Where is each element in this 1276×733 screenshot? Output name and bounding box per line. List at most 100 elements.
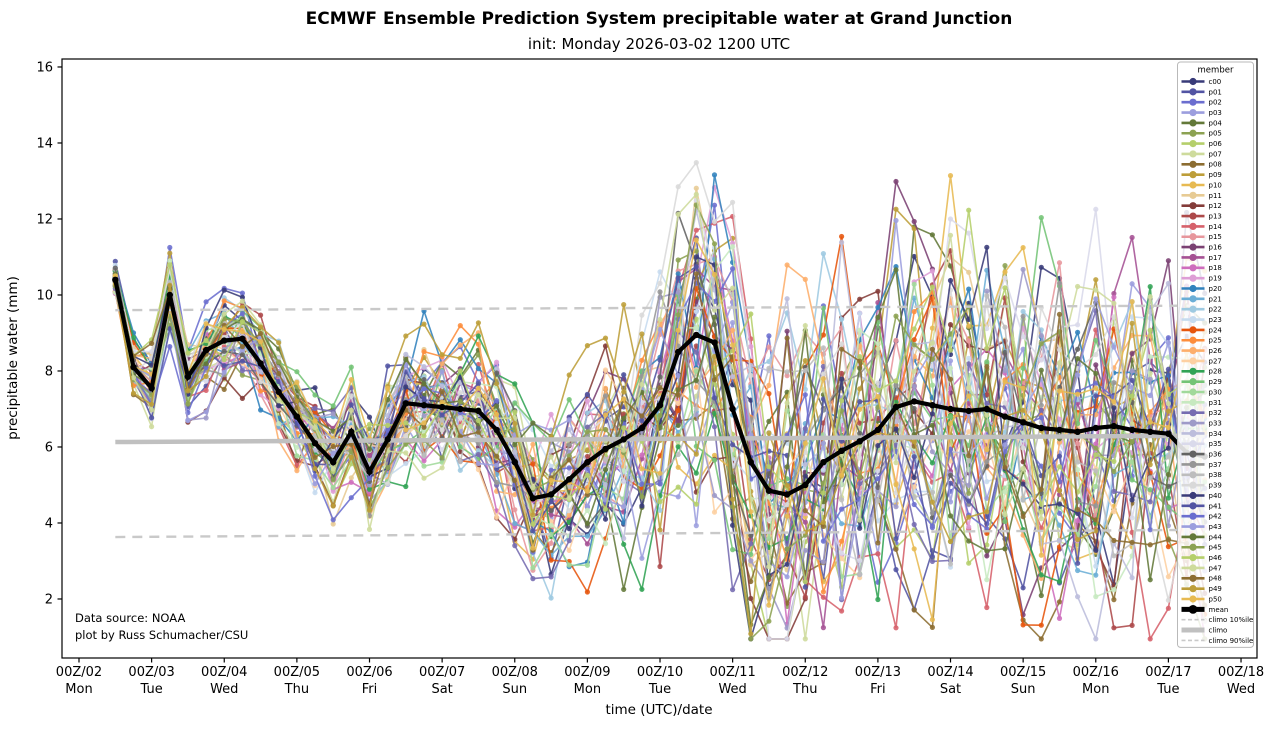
legend-marker-p12 <box>1189 202 1197 210</box>
annotation-credit: plot by Russ Schumacher/CSU <box>75 628 248 642</box>
legend-label-p17: p17 <box>1209 254 1222 262</box>
x-tick-label-weekday: Wed <box>210 682 238 697</box>
legend-label-p34: p34 <box>1209 430 1223 438</box>
x-tick-label-utc: 00Z/16 <box>1073 665 1119 680</box>
legend-label-p01: p01 <box>1209 88 1222 96</box>
legend-label-p15: p15 <box>1209 233 1222 241</box>
legend-marker-p47 <box>1189 564 1197 572</box>
legend-marker-p02 <box>1189 98 1197 106</box>
legend-marker-p06 <box>1189 140 1197 148</box>
x-tick-label-utc: 00Z/13 <box>855 665 901 680</box>
legend-marker-p50 <box>1189 595 1197 603</box>
legend-marker-p03 <box>1189 108 1197 117</box>
legend-label-p41: p41 <box>1209 502 1222 510</box>
y-tick-label: 2 <box>45 592 53 607</box>
legend-label-p29: p29 <box>1209 378 1222 386</box>
legend-label-p06: p06 <box>1209 140 1223 148</box>
x-tick-label-weekday: Sat <box>431 682 452 697</box>
legend-label-p05: p05 <box>1209 130 1222 138</box>
x-tick-label-weekday: Mon <box>574 682 601 697</box>
legend-marker-p33 <box>1189 419 1197 427</box>
legend-label-p43: p43 <box>1209 523 1222 531</box>
member-markers-p21 <box>112 256 1208 578</box>
legend-label-p31: p31 <box>1209 399 1222 407</box>
legend-label-p33: p33 <box>1209 419 1222 427</box>
legend-label-p10: p10 <box>1209 181 1222 189</box>
x-tick-label-utc: 00Z/17 <box>1145 665 1191 680</box>
legend-label-p45: p45 <box>1209 544 1222 552</box>
x-tick-label-weekday: Thu <box>284 682 309 697</box>
y-tick-label: 10 <box>36 288 53 303</box>
legend-label-p03: p03 <box>1209 109 1222 117</box>
legend-marker-p38 <box>1189 471 1197 479</box>
legend-label-p20: p20 <box>1209 285 1222 293</box>
legend-label-p48: p48 <box>1209 575 1222 583</box>
y-tick-label: 6 <box>45 440 53 455</box>
legend-marker-p24 <box>1189 326 1197 334</box>
legend-label-p14: p14 <box>1209 223 1223 231</box>
climo-10th-percentile-line <box>115 528 1205 539</box>
x-tick-label-weekday: Mon <box>65 682 92 697</box>
legend-label-p39: p39 <box>1209 482 1222 490</box>
legend-label-climo 90%ile: climo 90%ile <box>1209 637 1254 645</box>
chart-subtitle: init: Monday 2026-03-02 1200 UTC <box>528 35 790 53</box>
legend-marker-p01 <box>1189 88 1197 96</box>
legend-marker-p28 <box>1189 367 1197 375</box>
legend-label-p19: p19 <box>1209 275 1222 283</box>
legend-label-p25: p25 <box>1209 337 1222 345</box>
legend-marker-p42 <box>1189 512 1197 520</box>
legend-title: member <box>1198 66 1234 76</box>
legend-label-climo: climo <box>1209 626 1228 634</box>
legend-marker-p29 <box>1189 378 1197 386</box>
legend-marker-p11 <box>1189 191 1197 199</box>
legend-label-p44: p44 <box>1209 533 1223 541</box>
legend-label-p35: p35 <box>1209 440 1222 448</box>
axes-frame-and-ticks: 00Z/02 Mon 00Z/03 Tue 00Z/04 Wed 00Z/05 Thu 00Z/… <box>36 58 1264 697</box>
legend-marker-p17 <box>1189 253 1197 262</box>
legend-label-p30: p30 <box>1209 388 1222 396</box>
legend-marker-p07 <box>1189 150 1197 158</box>
legend-marker-p15 <box>1189 233 1197 241</box>
legend-marker-p40 <box>1189 491 1197 500</box>
legend-marker-p25 <box>1189 336 1197 344</box>
x-tick-label-utc: 00Z/08 <box>492 665 538 680</box>
legend-label-p37: p37 <box>1209 461 1222 469</box>
y-tick-label: 16 <box>36 60 53 75</box>
x-tick-label-utc: 00Z/11 <box>709 665 755 680</box>
x-tick-label-weekday: Tue <box>140 682 163 697</box>
x-tick-label-weekday: Tue <box>1156 682 1179 697</box>
legend-label-p36: p36 <box>1209 451 1223 459</box>
legend-marker-p22 <box>1189 305 1197 313</box>
x-tick-label-utc: 00Z/07 <box>419 665 465 680</box>
legend-label-p38: p38 <box>1209 471 1222 479</box>
legend-label-p13: p13 <box>1209 212 1222 220</box>
x-tick-label-weekday: Thu <box>792 682 817 697</box>
x-tick-label-utc: 00Z/03 <box>128 665 174 680</box>
legend-marker-p16 <box>1189 243 1197 251</box>
legend-label-p26: p26 <box>1209 347 1223 355</box>
x-tick-label-weekday: Sun <box>502 682 527 697</box>
x-axis-label: time (UTC)/date <box>605 702 712 718</box>
x-tick-label-weekday: Wed <box>1227 682 1255 697</box>
legend-label-climo 10%ile: climo 10%ile <box>1209 616 1254 624</box>
legend-label-p18: p18 <box>1209 264 1222 272</box>
x-tick-label-utc: 00Z/15 <box>1000 665 1046 680</box>
legend-marker-p36 <box>1189 450 1197 458</box>
x-tick-label-utc: 00Z/10 <box>637 665 683 680</box>
legend-label-p16: p16 <box>1209 244 1223 252</box>
x-tick-label-weekday: Wed <box>718 682 746 697</box>
x-tick-label-weekday: Sat <box>940 682 961 697</box>
legend-label-p47: p47 <box>1209 564 1222 572</box>
y-tick-label: 8 <box>45 364 53 379</box>
legend-marker-p41 <box>1189 502 1197 510</box>
legend-label-c00: c00 <box>1209 78 1222 86</box>
legend-marker-p49 <box>1189 585 1197 593</box>
legend-label-p28: p28 <box>1209 368 1222 376</box>
climo-90th-percentile-line <box>115 304 1205 312</box>
legend-marker-p21 <box>1189 295 1197 303</box>
legend-marker-p19 <box>1189 274 1197 282</box>
member-markers-p26 <box>112 262 1208 581</box>
legend-marker-p09 <box>1189 171 1197 179</box>
legend-marker-p46 <box>1189 554 1197 562</box>
x-tick-label-weekday: Sun <box>1011 682 1036 697</box>
